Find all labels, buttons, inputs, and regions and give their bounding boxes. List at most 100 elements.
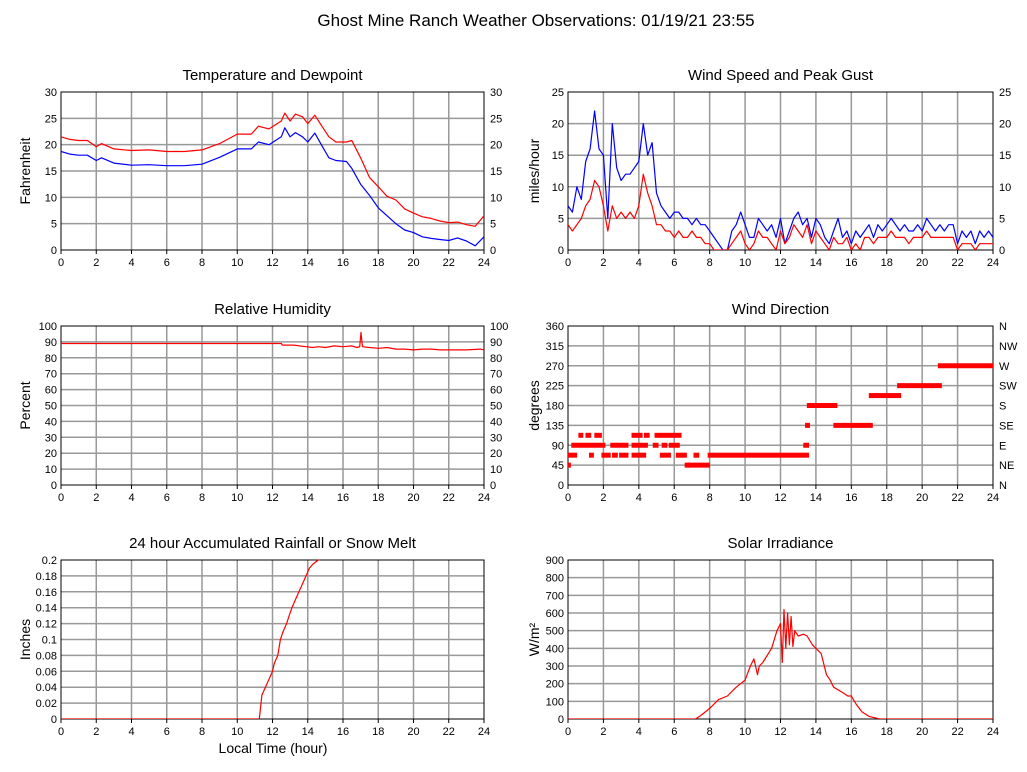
dewpoint-line [61, 127, 484, 247]
y-tick-label: 200 [546, 679, 564, 691]
x-tick-label: 14 [810, 492, 822, 504]
x-tick-label: 10 [739, 726, 751, 738]
y-tick-label: 10 [552, 182, 564, 194]
chart-panel-6: 0 2 4 6 8 10 12 14 16 18 20 22 240100200300400500600… [526, 535, 999, 738]
y-tick-label-right: 70 [490, 369, 502, 381]
x-tick-label: 20 [916, 257, 928, 269]
x-tick-label: 18 [372, 257, 384, 269]
wind-direction-point [601, 452, 611, 458]
chart-title: Solar Irradiance [728, 535, 834, 552]
x-tick-label: 24 [478, 257, 490, 269]
y-axis-label: miles/hour [526, 138, 542, 203]
y-tick-label-right: 25 [999, 87, 1011, 99]
wind-direction-point [659, 452, 671, 458]
y-tick-label-right: 20 [999, 119, 1011, 131]
y-tick-label: 30 [45, 87, 57, 99]
wind-direction-point [675, 452, 687, 458]
x-tick-label: 20 [916, 492, 928, 504]
x-tick-label: 2 [93, 257, 99, 269]
x-tick-label: 20 [407, 257, 419, 269]
y-tick-label-right: 30 [490, 87, 502, 99]
y-tick-label-right: 90 [490, 337, 502, 349]
plot-frame [567, 325, 994, 486]
wind-direction-point [631, 452, 638, 458]
y-tick-label-right: 5 [999, 213, 1005, 225]
chart-title: Wind Speed and Peak Gust [688, 67, 874, 84]
x-tick-label: 22 [443, 257, 455, 269]
x-tick-label: 4 [128, 257, 134, 269]
y-tick-label: 0.02 [36, 698, 57, 710]
data-layer [61, 112, 484, 247]
y-tick-label: 600 [546, 608, 564, 620]
y-tick-label: 10 [45, 464, 57, 476]
x-tick-label: 16 [845, 492, 857, 504]
x-tick-label: 16 [337, 257, 349, 269]
x-tick-label: 14 [810, 726, 822, 738]
y-tick-label: 100 [546, 696, 564, 708]
x-tick-label: 24 [478, 492, 490, 504]
plot-frame [567, 91, 994, 251]
y-tick-label: 400 [546, 643, 564, 655]
wind-direction-point [585, 432, 592, 438]
x-axis-label: Local Time (hour) [219, 740, 328, 756]
x-tick-label: 0 [565, 257, 571, 269]
x-tick-label: 10 [231, 492, 243, 504]
y-tick-label-right: SW [999, 381, 1017, 393]
x-tick-label: 24 [987, 726, 999, 738]
y-tick-label: 0.04 [36, 682, 57, 694]
y-tick-label: 0 [558, 714, 564, 726]
relative-humidity-line [61, 331, 484, 351]
wind-direction-point [578, 432, 584, 438]
y-tick-label-right: 25 [490, 113, 502, 125]
x-tick-label: 0 [565, 492, 571, 504]
wind-direction-point [594, 432, 602, 438]
wind-direction-point [571, 442, 606, 448]
y-tick-label: 500 [546, 626, 564, 638]
y-tick-label-right: 30 [490, 432, 502, 444]
wind-direction-point [684, 462, 691, 468]
y-axis-label: Inches [17, 619, 33, 660]
y-tick-label: 300 [546, 661, 564, 673]
y-tick-label: 315 [546, 341, 564, 353]
y-tick-label-right: 60 [490, 385, 502, 397]
x-tick-label: 2 [600, 726, 606, 738]
y-tick-label: 800 [546, 573, 564, 585]
y-tick-label: 225 [546, 381, 564, 393]
x-tick-label: 4 [636, 492, 642, 504]
y-tick-label: 5 [558, 213, 564, 225]
y-tick-label: 20 [552, 119, 564, 131]
wind-direction-point [643, 432, 650, 438]
chart-panel-5: 0 2 4 6 8 10 12 14 16 18 20 22 2400.020.040.060.080.… [17, 535, 490, 738]
y-tick-label: 0.18 [36, 571, 57, 583]
plot-frame [60, 325, 485, 486]
y-tick-label: 180 [546, 401, 564, 413]
y-tick-label-right: 0 [490, 245, 496, 257]
y-tick-label: 0 [51, 714, 57, 726]
wind-direction-point [833, 422, 873, 428]
y-axis-label: degrees [526, 380, 542, 431]
y-tick-label-right: SE [999, 420, 1014, 432]
chart-title: Temperature and Dewpoint [182, 67, 363, 84]
x-tick-label: 18 [881, 726, 893, 738]
data-layer [568, 363, 993, 468]
y-axis-label: W/m² [526, 622, 542, 656]
x-tick-label: 24 [987, 492, 999, 504]
wind-direction-point [659, 432, 682, 438]
wind-direction-point [589, 452, 594, 458]
wind-direction-point [631, 432, 643, 438]
wind-direction-point [897, 383, 942, 389]
wind-direction-point [868, 393, 902, 399]
y-tick-label: 20 [45, 448, 57, 460]
y-tick-label-right: N [999, 480, 1007, 492]
x-tick-label: 14 [810, 257, 822, 269]
x-tick-label: 24 [478, 726, 490, 738]
x-tick-label: 16 [845, 257, 857, 269]
x-tick-label: 6 [671, 257, 677, 269]
y-tick-label: 0 [558, 480, 564, 492]
wind-direction-point [707, 452, 810, 458]
y-tick-label: 100 [39, 321, 57, 333]
y-tick-label: 360 [546, 321, 564, 333]
